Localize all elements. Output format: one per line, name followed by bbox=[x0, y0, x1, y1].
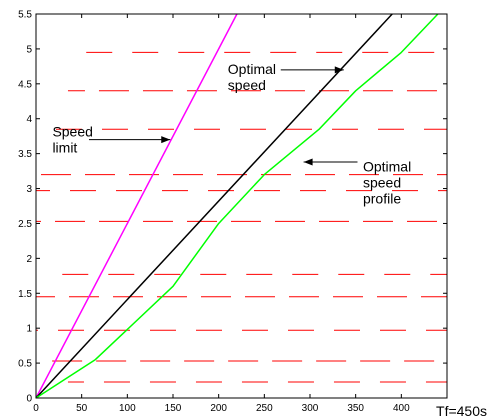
series-line-optimal-speed-profile bbox=[35, 13, 439, 399]
y-tick-label: 1 bbox=[26, 324, 32, 335]
x-tick-label: 100 bbox=[119, 403, 136, 414]
annotations: SpeedlimitOptimalspeedOptimalspeedprofil… bbox=[52, 61, 411, 207]
plot-frame bbox=[35, 13, 448, 399]
arrow-head-icon bbox=[334, 66, 344, 74]
y-tick-label: 2 bbox=[26, 254, 32, 265]
x-tick-label: 350 bbox=[347, 403, 364, 414]
y-tick-label: 0.5 bbox=[18, 359, 32, 370]
arrow-head-icon bbox=[161, 136, 171, 144]
annotation-text: Speed bbox=[52, 124, 92, 140]
axis-ticks: 0 50 100 150 200 250 300 350 400 0 0.5 1 1.5 2 2.5 3 3.5… bbox=[18, 10, 447, 414]
x-tick-label: 200 bbox=[210, 403, 227, 414]
x-tick-label: 250 bbox=[256, 403, 273, 414]
y-tick-label: 3 bbox=[26, 184, 32, 195]
y-tick-label: 4 bbox=[26, 114, 32, 125]
x-tick-label: 150 bbox=[165, 403, 182, 414]
x-tick-label: 0 bbox=[33, 403, 39, 414]
y-tick-label: 1.5 bbox=[18, 289, 32, 300]
x-tick-label: 400 bbox=[393, 403, 410, 414]
annotation-text: Optimal bbox=[363, 159, 411, 175]
x-tick-label: 50 bbox=[76, 403, 88, 414]
series-line-optimal-speed bbox=[35, 13, 393, 399]
arrow-head-icon bbox=[303, 158, 313, 166]
x-tick-label: 300 bbox=[302, 403, 319, 414]
y-tick-label: 5 bbox=[26, 44, 32, 55]
annotation-text: Optimal bbox=[228, 61, 276, 77]
annotation-text: speed bbox=[363, 175, 401, 191]
y-tick-label: 4.5 bbox=[18, 79, 32, 90]
dashed-bands bbox=[36, 51, 447, 383]
y-tick-label: 2.5 bbox=[18, 219, 32, 230]
y-tick-label: 0 bbox=[26, 394, 32, 405]
y-tick-label: 5.5 bbox=[18, 10, 32, 21]
y-tick-label: 3.5 bbox=[18, 149, 32, 160]
annotation-text: profile bbox=[363, 191, 401, 207]
series-line-speed-limit bbox=[35, 13, 238, 399]
annotation-text: speed bbox=[228, 77, 266, 93]
series-lines bbox=[35, 13, 439, 399]
annotation-text: limit bbox=[52, 140, 77, 156]
corner-label: Tf=450s bbox=[436, 403, 487, 419]
